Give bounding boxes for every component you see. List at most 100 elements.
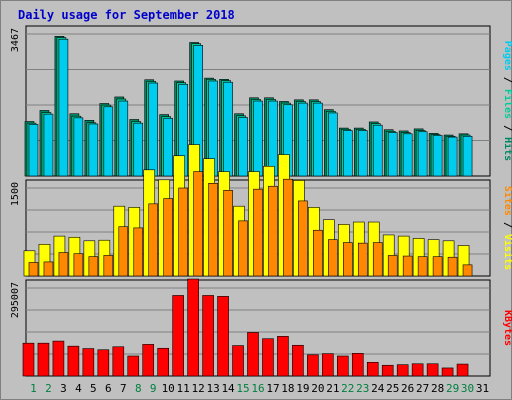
sites-bar: [103, 255, 114, 277]
pages-bar: [417, 131, 428, 177]
kbytes-panel: 295007 KBytes: [10, 278, 512, 377]
sites-bar: [298, 200, 308, 277]
x-tick-label: 24: [371, 382, 385, 395]
x-tick-label: 12: [192, 382, 205, 395]
x-tick-label: 17: [266, 382, 279, 395]
kbytes-bar: [411, 363, 424, 377]
visits-max-label: 1500: [10, 182, 21, 206]
kbytes-bar: [67, 345, 80, 377]
kbytes-bar: [142, 344, 155, 377]
kbytes-bar: [37, 342, 50, 377]
sites-bar: [268, 185, 278, 277]
x-tick-label: 6: [105, 382, 112, 395]
sites-bar: [163, 198, 173, 277]
pages-bar: [88, 123, 99, 177]
legend-sites: Sites: [502, 186, 512, 216]
kbytes-bar: [396, 364, 409, 377]
kbytes-bar: [322, 353, 334, 377]
x-tick-label: 14: [221, 382, 235, 395]
x-tick-label: 18: [281, 382, 294, 395]
sites-bar: [313, 229, 323, 277]
x-tick-label: 3: [60, 382, 67, 395]
x-tick-label: 9: [150, 382, 157, 395]
x-tick-label: 30: [461, 382, 474, 395]
pages-bar: [387, 132, 398, 177]
x-tick-label: 13: [206, 382, 219, 395]
kbytes-bar: [381, 364, 394, 377]
kbytes-bar: [172, 295, 184, 377]
legend-kbytes: KBytes: [502, 310, 512, 346]
kbytes-bar: [426, 363, 439, 377]
x-tick-label: 25: [386, 382, 399, 395]
x-tick-label: 20: [311, 382, 324, 395]
kbytes-bar: [247, 332, 259, 377]
x-tick-label: 23: [356, 382, 369, 395]
kbytes-bar: [292, 344, 304, 377]
x-tick-label: 21: [326, 382, 339, 395]
pages-bar: [328, 112, 338, 177]
visits-panel: 1500 Sites / Visits: [10, 144, 512, 277]
x-tick-label: 29: [446, 382, 459, 395]
hits-legend-separator: /: [502, 119, 512, 137]
x-tick-label: 11: [177, 382, 190, 395]
x-tick-label: 2: [45, 382, 52, 395]
x-tick-label: 7: [120, 382, 127, 395]
pages-bar: [163, 117, 173, 177]
pages-bar: [118, 100, 129, 177]
kbytes-bar: [52, 340, 65, 377]
series-pages: [28, 38, 473, 177]
x-tick-label: 5: [90, 382, 97, 395]
kbytes-bar: [187, 278, 199, 377]
sites-bar: [223, 190, 233, 277]
sites-bar: [88, 256, 99, 277]
sites-bar: [387, 255, 398, 277]
pages-bar: [28, 124, 39, 177]
series-kbytes: [22, 278, 469, 377]
pages-bar: [298, 102, 308, 177]
x-tick-label: 31: [476, 382, 489, 395]
visits-legend-separator: /: [502, 216, 512, 234]
kbytes-bar: [112, 346, 125, 377]
pages-bar: [462, 135, 473, 177]
kbytes-bar: [97, 349, 110, 377]
sites-bar: [73, 253, 84, 277]
x-tick-label: 22: [341, 382, 354, 395]
pages-bar: [73, 117, 84, 177]
x-tick-label: 15: [236, 382, 249, 395]
sites-bar: [328, 239, 338, 277]
x-tick-label: 4: [75, 382, 82, 395]
pages-bar: [148, 82, 159, 177]
sites-bar: [357, 242, 368, 277]
pages-bar: [372, 124, 383, 177]
visits-legend-label: Sites / Visits: [502, 186, 512, 270]
kbytes-bar: [337, 355, 349, 377]
sites-bar: [253, 188, 263, 277]
x-tick-label: 19: [296, 382, 309, 395]
kbytes-bar: [157, 347, 169, 377]
kbytes-bar: [307, 354, 319, 377]
kbytes-bar: [217, 296, 229, 377]
sites-bar: [417, 256, 428, 277]
legend-hits: Hits: [502, 137, 512, 161]
sites-bar: [402, 255, 413, 277]
sites-bar: [28, 262, 39, 277]
pages-bar: [357, 130, 368, 177]
series-sites: [28, 171, 473, 277]
hits-legend-separator: /: [502, 71, 512, 89]
sites-bar: [447, 256, 458, 277]
sites-bar: [178, 187, 188, 277]
kbytes-legend-label: KBytes: [502, 310, 512, 346]
kbytes-bar: [127, 355, 140, 377]
pages-bar: [313, 102, 323, 177]
pages-bar: [447, 136, 458, 177]
x-tick-label: 8: [135, 382, 142, 395]
x-tick-label: 16: [251, 382, 264, 395]
sites-bar: [58, 252, 69, 277]
kbytes-bar: [82, 348, 95, 377]
kbytes-bar: [232, 345, 244, 377]
sites-bar: [43, 261, 54, 277]
sites-bar: [193, 171, 203, 277]
pages-bar: [432, 135, 443, 177]
legend-pages: Pages: [502, 41, 512, 71]
